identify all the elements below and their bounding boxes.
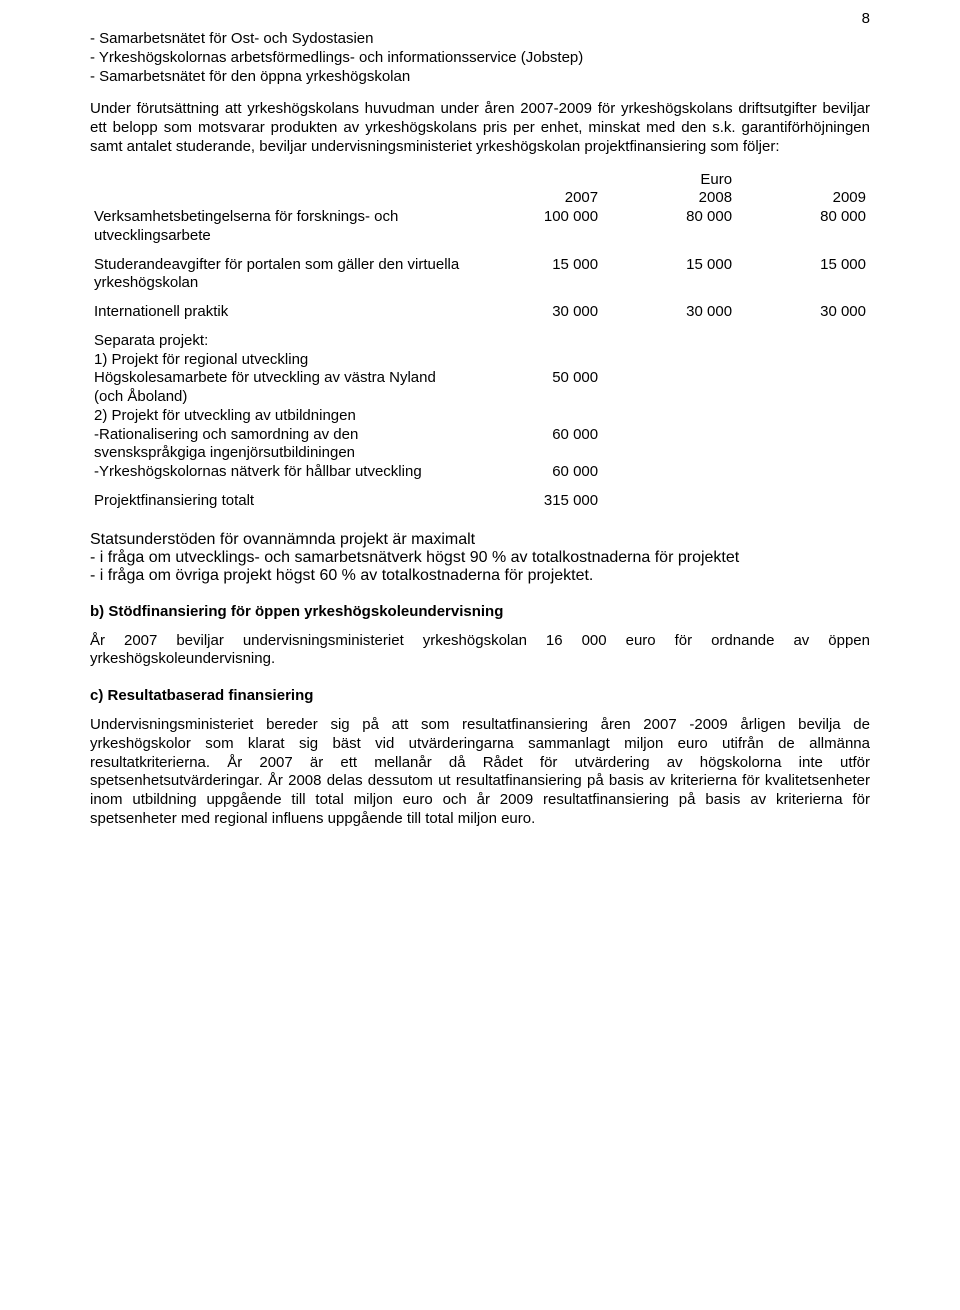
table-row: Studerandeavgifter för portalen som gäll… <box>90 256 870 294</box>
row-value: 30 000 <box>736 303 870 322</box>
row-label: Verksamhetsbetingelserna för forsknings-… <box>90 208 468 246</box>
row-label: -Rationalisering och samordning av den s… <box>90 426 468 464</box>
table-row: Verksamhetsbetingelserna för forsknings-… <box>90 208 870 246</box>
row-label: Projektfinansiering totalt <box>90 492 468 511</box>
row-value <box>602 426 736 464</box>
table-subheader: 1) Projekt för regional utveckling <box>90 351 870 370</box>
row-value <box>602 369 736 407</box>
post-table-block: Statsunderstöden för ovannämnda projekt … <box>90 531 870 585</box>
row-label: -Yrkeshögskolornas nätverk för hållbar u… <box>90 463 468 482</box>
post-table-line: - i fråga om övriga projekt högst 60 % a… <box>90 567 870 585</box>
table-row: Högskolesamarbete för utveckling av väst… <box>90 369 870 407</box>
sep1-title: 1) Projekt för regional utveckling <box>90 351 870 370</box>
table-year-row: 2007 2008 2009 <box>90 189 870 208</box>
document-page: 8 - Samarbetsnätet för Ost- och Sydostas… <box>0 0 960 1310</box>
table-header-row: Euro <box>90 171 870 190</box>
row-value: 80 000 <box>736 208 870 246</box>
row-value <box>736 463 870 482</box>
section-c-para: Undervisningsministeriet bereder sig på … <box>90 716 870 829</box>
row-value: 15 000 <box>736 256 870 294</box>
row-value: 15 000 <box>468 256 602 294</box>
row-value: 50 000 <box>468 369 602 407</box>
row-value: 30 000 <box>468 303 602 322</box>
sep2-title: 2) Projekt för utveckling av utbildninge… <box>90 407 870 426</box>
table-row: Internationell praktik 30 000 30 000 30 … <box>90 303 870 322</box>
row-label: Internationell praktik <box>90 303 468 322</box>
table-subheader: Separata projekt: <box>90 332 870 351</box>
section-c-heading: c) Resultatbaserad finansiering <box>90 687 870 704</box>
bullet-list: - Samarbetsnätet för Ost- och Sydostasie… <box>90 30 870 86</box>
page-number: 8 <box>862 10 870 27</box>
row-value <box>602 492 736 511</box>
row-value: 30 000 <box>602 303 736 322</box>
row-value <box>602 463 736 482</box>
row-label: Studerandeavgifter för portalen som gäll… <box>90 256 468 294</box>
currency-label: Euro <box>602 171 736 190</box>
list-item: - Samarbetsnätet för Ost- och Sydostasie… <box>90 30 870 49</box>
row-value <box>736 426 870 464</box>
table-total-row: Projektfinansiering totalt 315 000 <box>90 492 870 511</box>
row-label: Högskolesamarbete för utveckling av väst… <box>90 369 468 407</box>
section-b-para: År 2007 beviljar undervisningsministerie… <box>90 632 870 670</box>
finance-table: Euro 2007 2008 2009 Verksamhetsbetingels… <box>90 171 870 511</box>
table-row: -Rationalisering och samordning av den s… <box>90 426 870 464</box>
intro-paragraph: Under förutsättning att yrkeshögskolans … <box>90 100 870 156</box>
year-col: 2008 <box>602 189 736 208</box>
post-table-line: Statsunderstöden för ovannämnda projekt … <box>90 531 870 549</box>
row-value: 60 000 <box>468 426 602 464</box>
row-value: 80 000 <box>602 208 736 246</box>
post-table-line: - i fråga om utvecklings- och samarbetsn… <box>90 549 870 567</box>
table-row: -Yrkeshögskolornas nätverk för hållbar u… <box>90 463 870 482</box>
year-col: 2009 <box>736 189 870 208</box>
table-subheader: 2) Projekt för utveckling av utbildninge… <box>90 407 870 426</box>
row-value: 315 000 <box>468 492 602 511</box>
separata-header: Separata projekt: <box>90 332 870 351</box>
row-value: 60 000 <box>468 463 602 482</box>
row-value <box>736 369 870 407</box>
row-value <box>736 492 870 511</box>
section-b-heading: b) Stödfinansiering för öppen yrkeshögsk… <box>90 603 870 620</box>
row-value: 100 000 <box>468 208 602 246</box>
year-col: 2007 <box>468 189 602 208</box>
row-value: 15 000 <box>602 256 736 294</box>
list-item: - Samarbetsnätet för den öppna yrkeshögs… <box>90 68 870 87</box>
list-item: - Yrkeshögskolornas arbetsförmedlings- o… <box>90 49 870 68</box>
